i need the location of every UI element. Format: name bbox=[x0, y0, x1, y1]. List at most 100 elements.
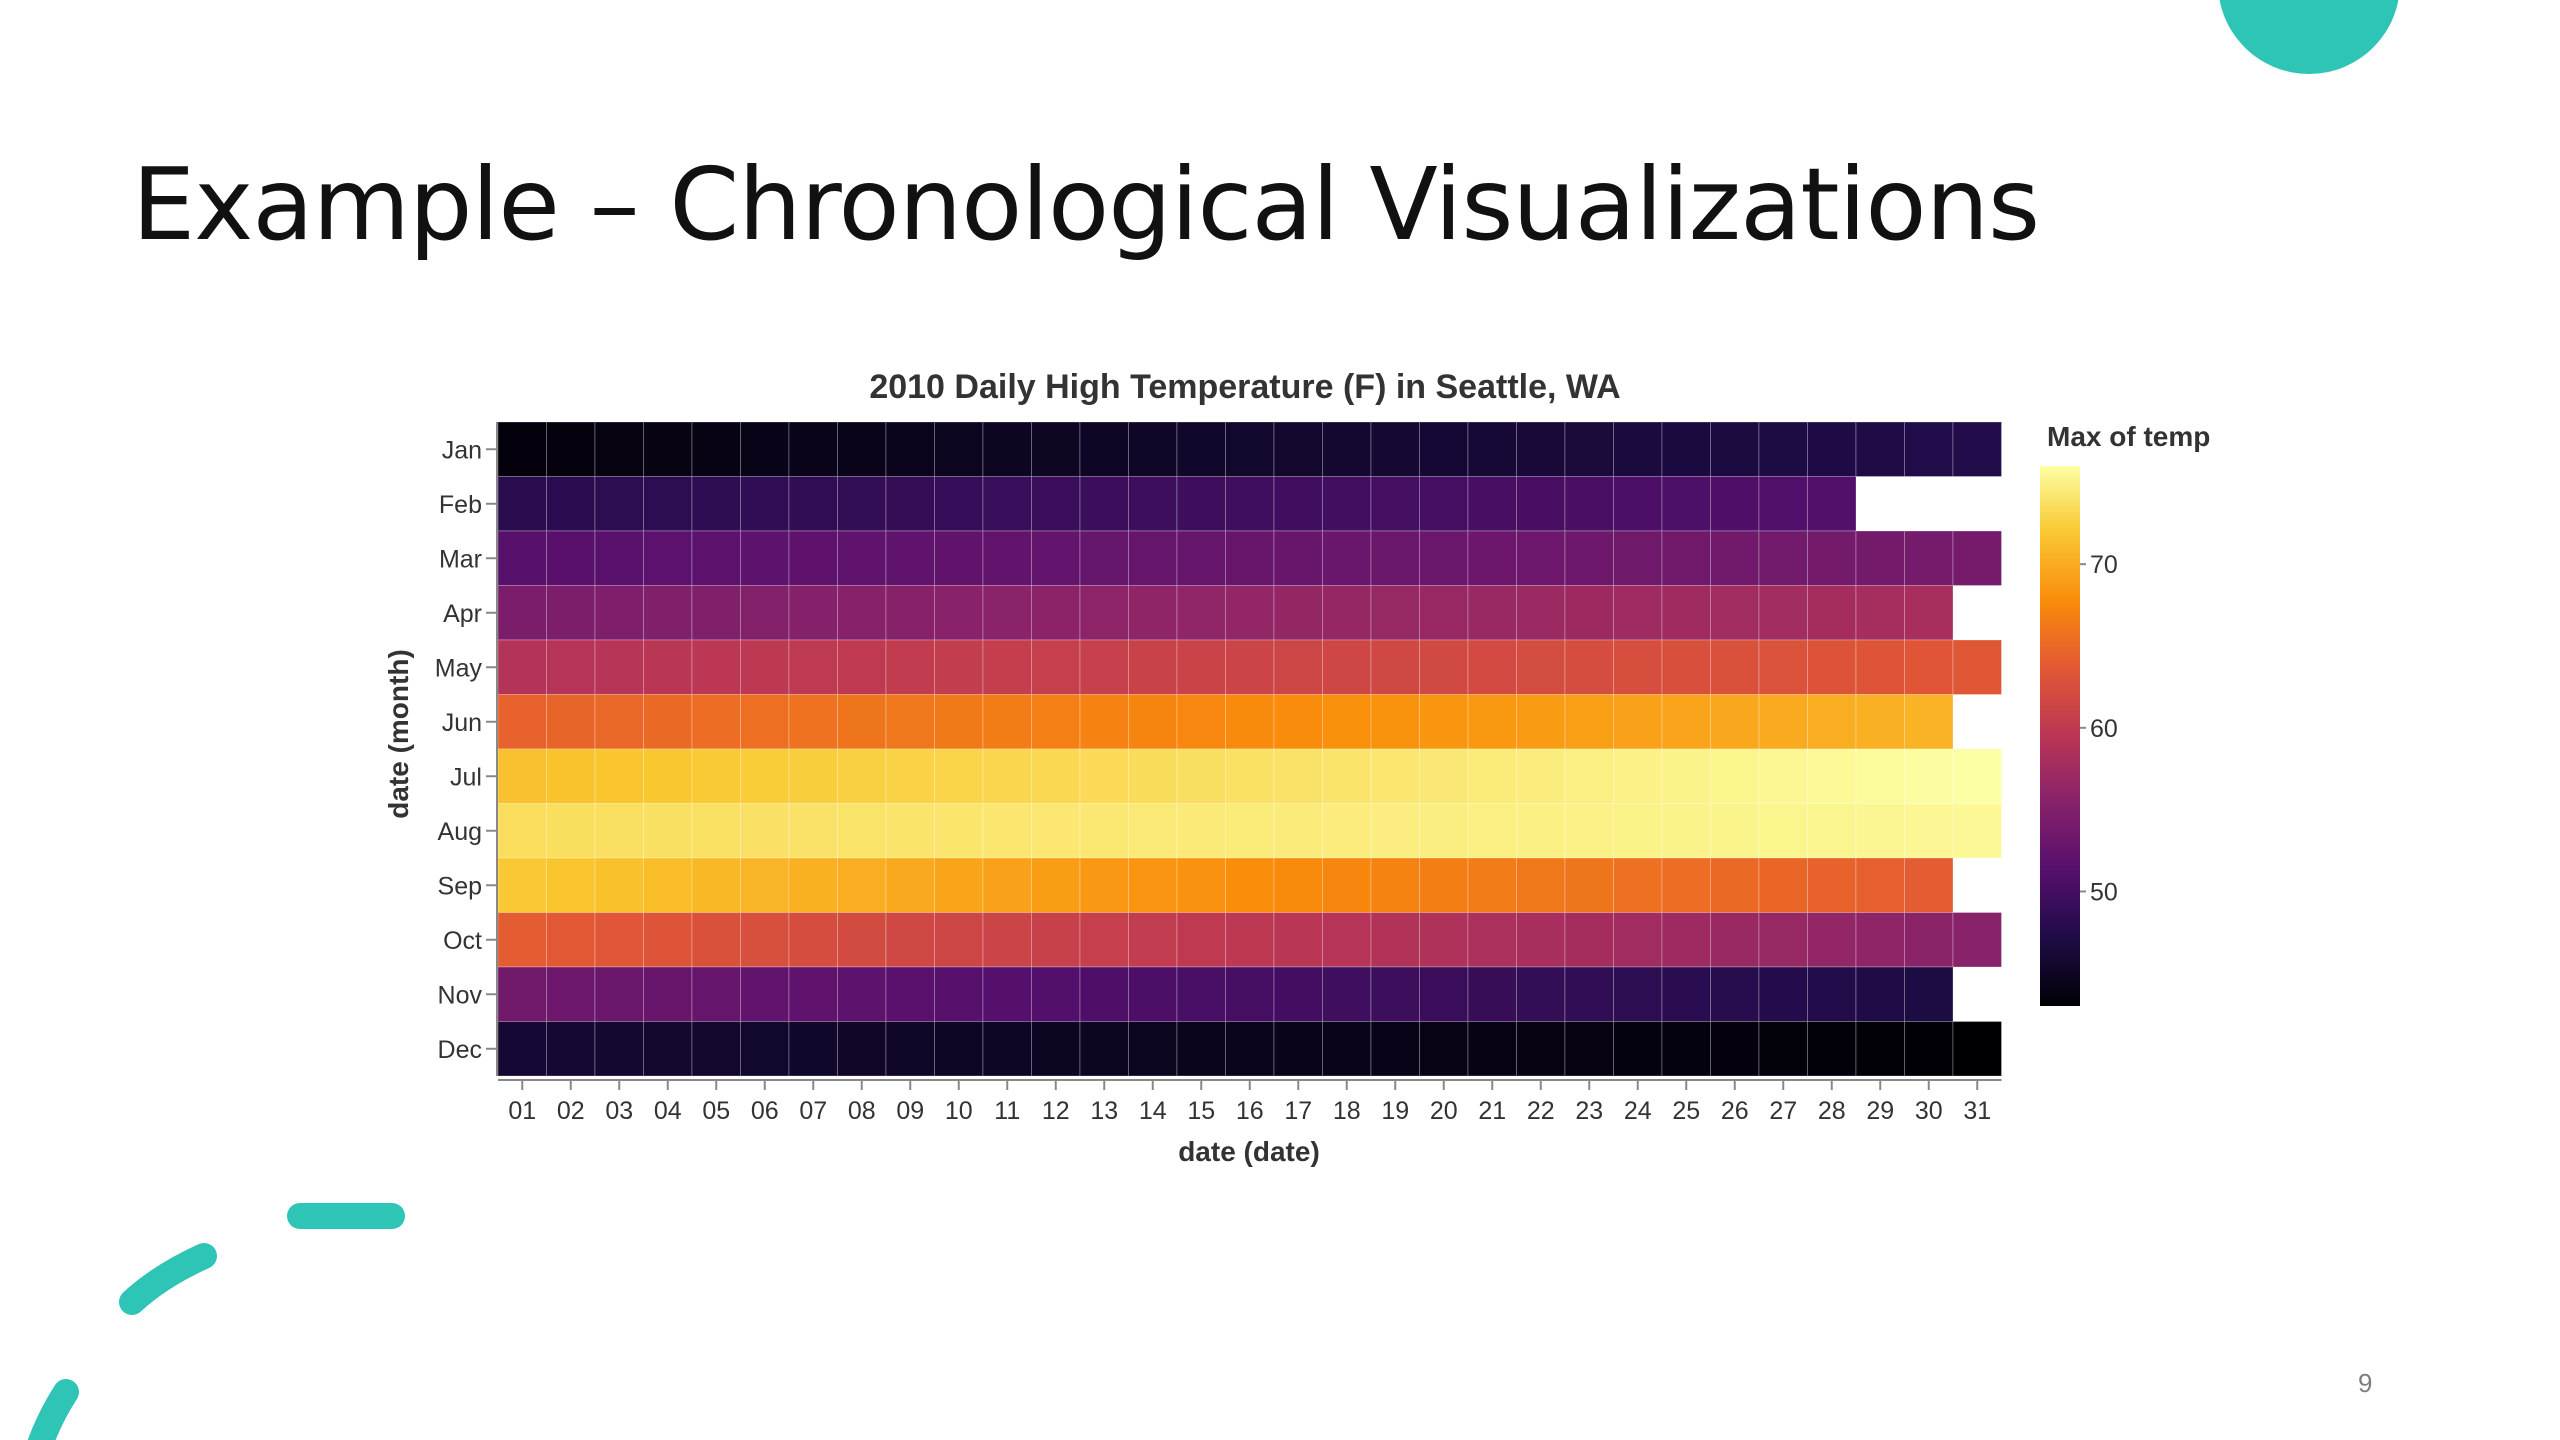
heatmap-cell bbox=[1273, 748, 1323, 804]
heatmap-cell bbox=[1952, 1021, 2002, 1077]
heatmap-cell bbox=[497, 803, 547, 859]
y-tick-label: Jun bbox=[442, 709, 482, 737]
x-tick-label: 15 bbox=[1187, 1097, 1215, 1125]
heatmap-cell bbox=[1807, 476, 1857, 532]
heatmap-cell bbox=[885, 530, 935, 586]
heatmap-cell bbox=[1904, 639, 1954, 695]
heatmap-cell bbox=[1758, 530, 1808, 586]
heatmap-cell bbox=[982, 421, 1032, 477]
heatmap-cell bbox=[1807, 803, 1857, 859]
heatmap-cell bbox=[1370, 694, 1420, 750]
heatmap-cell bbox=[1273, 585, 1323, 641]
heatmap-cell bbox=[643, 476, 693, 532]
heatmap-cell bbox=[788, 476, 838, 532]
heatmap-cell bbox=[1370, 966, 1420, 1022]
heatmap-cell bbox=[643, 1021, 693, 1077]
heatmap-cell bbox=[837, 748, 887, 804]
heatmap-cell bbox=[643, 748, 693, 804]
heatmap-cell bbox=[1710, 476, 1760, 532]
x-tick-label: 16 bbox=[1236, 1097, 1264, 1125]
heatmap-cell bbox=[1031, 639, 1081, 695]
heatmap-cell bbox=[1710, 694, 1760, 750]
heatmap-cell bbox=[691, 694, 741, 750]
heatmap-cell bbox=[1758, 476, 1808, 532]
heatmap-cell bbox=[788, 966, 838, 1022]
heatmap-cell bbox=[497, 639, 547, 695]
heatmap-cell bbox=[1128, 585, 1178, 641]
heatmap-cell bbox=[643, 421, 693, 477]
heatmap-cell bbox=[1613, 748, 1663, 804]
heatmap-cell bbox=[1370, 748, 1420, 804]
heatmap-cell bbox=[594, 421, 644, 477]
heatmap-cell bbox=[1516, 857, 1566, 913]
heatmap-cell bbox=[1176, 966, 1226, 1022]
heatmap-cell bbox=[1225, 912, 1275, 968]
heatmap-cell bbox=[1225, 530, 1275, 586]
heatmap-cell bbox=[1031, 966, 1081, 1022]
heatmap-cell bbox=[934, 694, 984, 750]
heatmap-cell bbox=[546, 421, 596, 477]
legend-tick-label: 60 bbox=[2090, 715, 2118, 743]
heatmap-cell bbox=[1855, 585, 1905, 641]
heatmap-cell bbox=[1079, 803, 1129, 859]
heatmap-cell bbox=[1661, 966, 1711, 1022]
heatmap-cell bbox=[1661, 421, 1711, 477]
heatmap-cell bbox=[1370, 1021, 1420, 1077]
heatmap-cell bbox=[691, 530, 741, 586]
x-tick-label: 06 bbox=[751, 1097, 779, 1125]
x-tick-label: 10 bbox=[945, 1097, 973, 1125]
heatmap-cell bbox=[1128, 857, 1178, 913]
heatmap-cell bbox=[1031, 912, 1081, 968]
heatmap-cell bbox=[934, 639, 984, 695]
heatmap-cell bbox=[1176, 803, 1226, 859]
heatmap-cell bbox=[691, 748, 741, 804]
heatmap-cell bbox=[1855, 912, 1905, 968]
heatmap-cell bbox=[788, 803, 838, 859]
heatmap-cell bbox=[1758, 966, 1808, 1022]
legend-tick-label: 50 bbox=[2090, 878, 2118, 906]
heatmap-cell bbox=[1855, 530, 1905, 586]
heatmap-cell bbox=[546, 694, 596, 750]
heatmap-cell bbox=[934, 530, 984, 586]
heatmap-cell bbox=[1419, 966, 1469, 1022]
heatmap-cell bbox=[1904, 857, 1954, 913]
x-tick-label: 19 bbox=[1381, 1097, 1409, 1125]
heatmap-cell bbox=[1807, 857, 1857, 913]
heatmap-cell bbox=[1419, 585, 1469, 641]
heatmap-cell bbox=[934, 803, 984, 859]
heatmap-cell bbox=[1322, 748, 1372, 804]
heatmap-cell bbox=[1758, 694, 1808, 750]
heatmap-cell bbox=[1516, 530, 1566, 586]
heatmap-cell bbox=[1516, 1021, 1566, 1077]
heatmap-cell bbox=[1807, 585, 1857, 641]
heatmap-cell bbox=[1225, 639, 1275, 695]
heatmap-cell bbox=[982, 966, 1032, 1022]
heatmap-cell bbox=[837, 694, 887, 750]
heatmap-cell bbox=[1273, 694, 1323, 750]
heatmap-cell bbox=[1807, 912, 1857, 968]
heatmap-cell bbox=[1855, 694, 1905, 750]
heatmap-cell bbox=[837, 639, 887, 695]
heatmap-cell bbox=[1758, 748, 1808, 804]
heatmap-cell bbox=[594, 476, 644, 532]
heatmap-cell bbox=[1758, 1021, 1808, 1077]
heatmap-cell bbox=[788, 585, 838, 641]
heatmap-cell bbox=[594, 1021, 644, 1077]
heatmap-cell bbox=[1128, 966, 1178, 1022]
heatmap-cell bbox=[1807, 639, 1857, 695]
heatmap-cell bbox=[740, 912, 790, 968]
heatmap-cell bbox=[1176, 857, 1226, 913]
heatmap-cell bbox=[1128, 748, 1178, 804]
heatmap-cell bbox=[1467, 912, 1517, 968]
heatmap-cell bbox=[1661, 530, 1711, 586]
heatmap-cell bbox=[1904, 1021, 1954, 1077]
heatmap-cell bbox=[1467, 694, 1517, 750]
x-tick-label: 20 bbox=[1430, 1097, 1458, 1125]
heatmap-cell bbox=[1467, 748, 1517, 804]
heatmap-cell bbox=[546, 585, 596, 641]
y-tick-label: Apr bbox=[443, 600, 482, 628]
heatmap-cell bbox=[885, 1021, 935, 1077]
heatmap-cell bbox=[1322, 966, 1372, 1022]
heatmap-cell bbox=[1613, 857, 1663, 913]
heatmap-cell bbox=[1322, 530, 1372, 586]
